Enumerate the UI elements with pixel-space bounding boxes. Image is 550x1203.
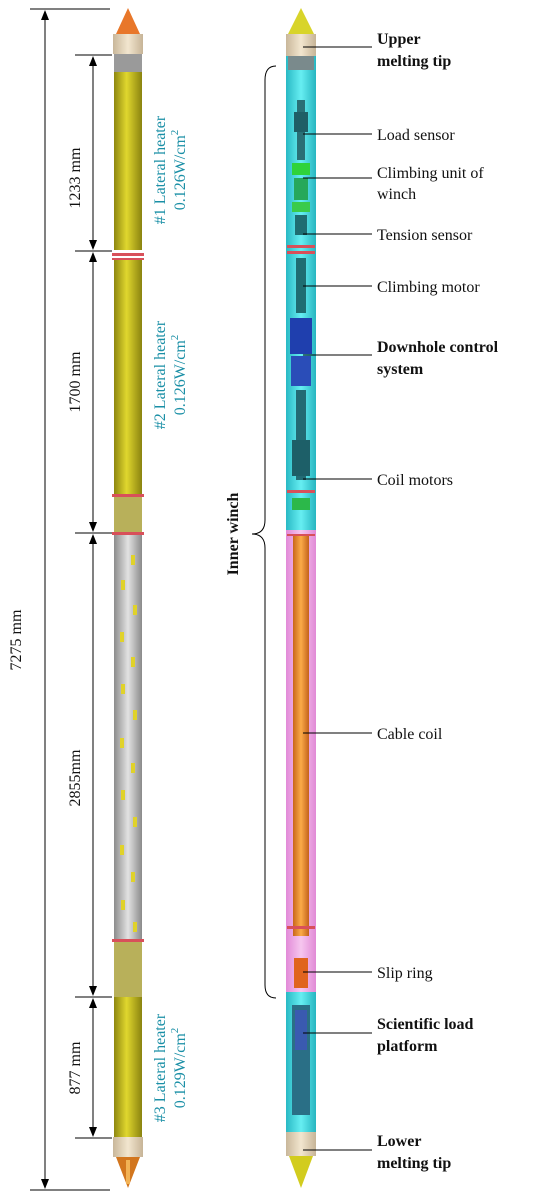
heater-3-label: #3 Lateral heater 0.129W/cm2 — [152, 1013, 189, 1122]
heater-1-name: #1 Lateral heater — [152, 115, 169, 224]
heater-3-name: #3 Lateral heater — [152, 1013, 169, 1122]
upper-tip-collar-right — [286, 34, 316, 56]
coil-ring-bottom — [287, 926, 315, 929]
slip-ring-body — [294, 958, 308, 988]
upper-tip-label-2: melting tip — [377, 53, 451, 70]
climbing-unit-label-2: winch — [377, 186, 416, 203]
dim-seg3-label: 2855mm — [67, 749, 84, 806]
upper-melting-tip-right — [288, 8, 314, 34]
scientific-platform-module — [295, 1010, 307, 1050]
heater-1-value: 0.126W/cm2 — [169, 130, 189, 211]
ring-1 — [112, 253, 144, 256]
ring-1b — [112, 258, 144, 260]
cable-coil-body — [293, 536, 309, 936]
lower-tip-highlight-left — [126, 1160, 130, 1184]
heater-1-body — [114, 54, 142, 250]
heater-2-label: #2 Lateral heater 0.126W/cm2 — [152, 320, 189, 429]
gray-section-marks — [120, 555, 137, 932]
ring-4 — [112, 939, 144, 942]
heater-3-body — [114, 997, 142, 1137]
lower-melting-tip-right — [289, 1156, 313, 1188]
lower-tip-label-2: melting tip — [377, 1155, 451, 1172]
heater-2-body — [114, 260, 142, 496]
top-cap-dark — [288, 56, 314, 70]
tension-sensor-label: Tension sensor — [377, 227, 473, 244]
spacer-yellow-1 — [114, 497, 142, 533]
ring-2 — [112, 494, 144, 497]
dimension-arrows — [41, 10, 97, 1189]
slip-ring-label: Slip ring — [377, 965, 433, 982]
inner-winch-label: Inner winch — [225, 492, 242, 575]
downhole-label-2: system — [377, 361, 424, 378]
climbing-motor-label: Climbing motor — [377, 279, 480, 296]
upper-tip-label-1: Upper — [377, 31, 421, 48]
scientific-load-label-1: Scientific load — [377, 1016, 474, 1033]
dimension-lines — [30, 8, 112, 1191]
dim-seg4-label: 877 mm — [67, 1041, 84, 1094]
load-sensor-label: Load sensor — [377, 127, 455, 144]
inner-winch-bracket — [251, 65, 277, 999]
upper-melting-tip-left — [116, 8, 140, 34]
upper-tip-collar-left — [113, 34, 143, 54]
heater-3-value: 0.129W/cm2 — [169, 1028, 189, 1109]
heater-2-name: #2 Lateral heater — [152, 320, 169, 429]
unheated-section — [114, 535, 142, 940]
heater-2-value: 0.126W/cm2 — [169, 335, 189, 416]
right-probe — [286, 8, 316, 1188]
leader-lines — [303, 46, 372, 1151]
lower-tip-label-1: Lower — [377, 1133, 421, 1150]
coil-motors-label: Coil motors — [377, 472, 453, 489]
dim-seg2-label: 1700 mm — [67, 351, 84, 412]
downhole-label-1: Downhole control — [377, 339, 499, 356]
lower-tip-collar-left — [113, 1137, 143, 1157]
heater-1-label: #1 Lateral heater 0.126W/cm2 — [152, 115, 189, 224]
left-probe — [112, 8, 144, 1188]
climbing-unit-label-1: Climbing unit of — [377, 165, 484, 182]
winch-internals — [287, 100, 315, 510]
cable-coil-label: Cable coil — [377, 726, 443, 743]
scientific-load-label-2: platform — [377, 1038, 438, 1055]
ring-3 — [112, 532, 144, 535]
spacer-yellow-2 — [114, 942, 142, 997]
heater-1-cap — [114, 54, 142, 72]
dim-total-label: 7275 mm — [8, 609, 25, 670]
dim-seg1-label: 1233 mm — [67, 147, 84, 208]
lower-tip-collar-right — [286, 1132, 316, 1156]
coil-ring-top — [287, 534, 315, 536]
